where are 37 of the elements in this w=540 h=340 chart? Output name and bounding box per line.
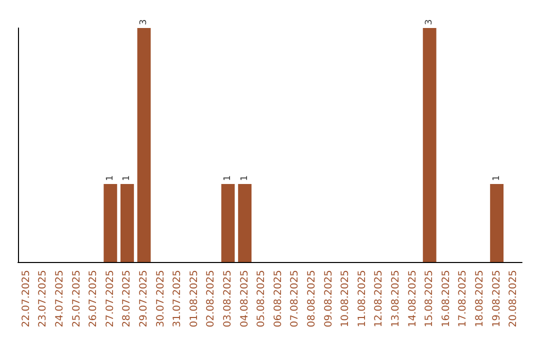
x-tick-label: 29.07.2025 bbox=[138, 270, 150, 328]
x-tick-label: 02.08.2025 bbox=[206, 270, 217, 328]
x-tick-label: 23.07.2025 bbox=[38, 270, 49, 328]
data-label: 1 bbox=[240, 175, 250, 181]
x-tick-label: 07.08.2025 bbox=[290, 270, 301, 328]
x-tick-label: 17.08.2025 bbox=[458, 270, 469, 328]
x-tick-label: 04.08.2025 bbox=[239, 270, 250, 328]
x-tick-label: 22.07.2025 bbox=[20, 270, 32, 328]
x-tick-label: 01.08.2025 bbox=[188, 270, 200, 328]
x-tick-label: 27.07.2025 bbox=[104, 270, 116, 328]
x-tick-label: 10.08.2025 bbox=[340, 270, 352, 328]
x-tick-label: 08.08.2025 bbox=[306, 270, 318, 328]
data-label: 3 bbox=[424, 19, 435, 25]
data-label: 3 bbox=[139, 19, 149, 25]
data-label: 1 bbox=[105, 175, 116, 181]
x-tick-label: 18.08.2025 bbox=[474, 270, 486, 328]
x-tick-label: 20.08.2025 bbox=[508, 270, 520, 328]
x-tick-label: 26.07.2025 bbox=[88, 270, 100, 328]
x-tick-label: 31.07.2025 bbox=[172, 270, 184, 328]
x-tick-label: 03.08.2025 bbox=[222, 270, 234, 328]
x-tick-label: 05.08.2025 bbox=[256, 270, 268, 328]
x-tick-label: 15.08.2025 bbox=[424, 270, 436, 328]
x-tick-label: 12.08.2025 bbox=[374, 270, 385, 328]
data-label: 1 bbox=[223, 175, 233, 181]
x-tick-label: 09.08.2025 bbox=[323, 270, 334, 328]
data-label: 1 bbox=[492, 175, 502, 181]
x-tick-label: 19.08.2025 bbox=[491, 270, 502, 328]
x-tick-label: 14.08.2025 bbox=[407, 270, 418, 328]
x-tick-label: 11.08.2025 bbox=[356, 270, 368, 328]
x-tick-label: 24.07.2025 bbox=[54, 270, 66, 328]
data-label: 1 bbox=[122, 175, 132, 181]
x-tick-label: 13.08.2025 bbox=[390, 270, 402, 328]
x-tick-label: 06.08.2025 bbox=[272, 270, 284, 328]
x-tick-label: 28.07.2025 bbox=[122, 270, 133, 328]
x-tick-label: 30.07.2025 bbox=[155, 270, 166, 328]
x-tick-label: 16.08.2025 bbox=[440, 270, 452, 328]
x-tick-label: 25.07.2025 bbox=[71, 270, 82, 328]
